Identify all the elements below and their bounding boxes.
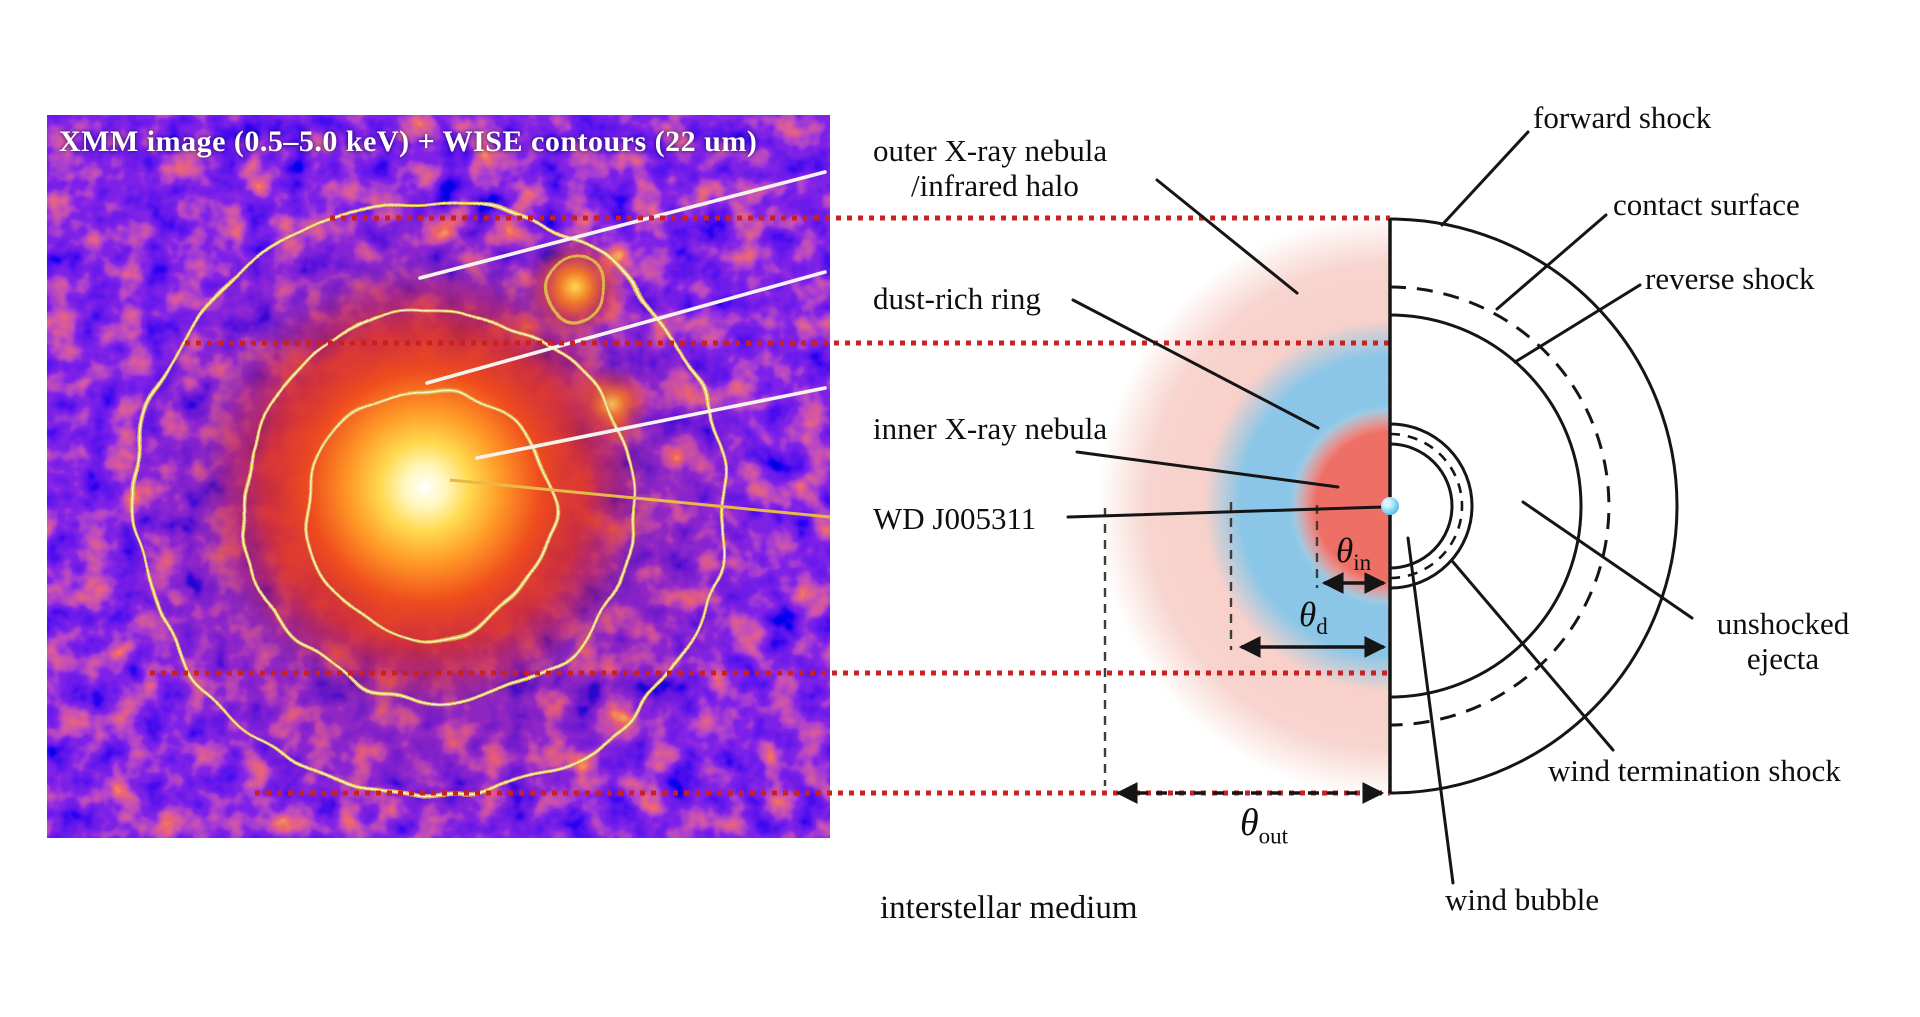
label-outer-xray-nebula: outer X-ray nebula /infrared halo [873,133,1107,203]
inner-nebula-pointer [1075,450,1340,489]
wind-termination-outer-arc [1389,422,1474,590]
theta-symbol: θ [1299,595,1317,634]
dust-ring-leader-white [425,270,827,385]
wind-termination-pointer [1451,560,1615,752]
label-wd-j005311: WD J005311 [873,501,1037,536]
theta-d-subscript: d [1316,614,1328,639]
contact-surface-arc [1389,285,1611,727]
nebula-halo-semicircle [1090,206,1390,806]
label-outer-line1: outer X-ray nebula [873,133,1108,168]
wind-bubble-pointer [1406,536,1455,885]
label-wind-termination-shock: wind termination shock [1548,753,1841,788]
shock-structure [1388,217,1679,795]
label-inner-xray-nebula: inner X-ray nebula [873,411,1108,446]
label-pointers [1066,130,1694,885]
dust-ring-pointer [1071,298,1320,430]
label-unshocked-ejecta: unshocked ejecta [1688,606,1878,676]
inner-nebula-leader-white [475,386,827,460]
label-outer-line2: /infrared halo [911,168,1079,203]
contact-surface-pointer [1495,213,1608,311]
forward-shock-pointer [1440,130,1530,227]
label-theta-in: θin [1336,533,1371,580]
wind-termination-dashed-arc [1389,432,1464,580]
xray-hotspot-upper [523,235,627,339]
label-forward-shock: forward shock [1533,100,1712,135]
label-dust-rich-ring: dust-rich ring [873,281,1041,316]
reverse-shock-pointer [1513,283,1642,364]
outer-nebula-leader-white [418,170,827,280]
theta-out-subscript: out [1258,823,1289,849]
image-title: XMM image (0.5–5.0 keV) + WISE contours … [59,125,758,158]
label-wind-bubble: wind bubble [1445,882,1600,917]
label-unshocked-line2: ejecta [1746,641,1820,676]
wind-termination-inner-arc [1389,442,1454,570]
theta-symbol: θ [1240,802,1259,844]
label-theta-out: θout [1240,804,1289,854]
theta-in-subscript: in [1353,550,1372,575]
xray-image-render [47,115,831,845]
central-xray-source-glow [190,252,660,722]
outer-nebula-pointer [1155,178,1299,295]
label-contact-surface: contact surface [1613,187,1800,222]
theta-symbol: θ [1336,531,1354,570]
white-dwarf-dot [1381,497,1399,515]
red-dotted-guides [150,215,1390,796]
wise-contours [132,200,728,796]
measurement-verticals [1103,502,1319,786]
label-unshocked-line1: unshocked [1716,606,1850,641]
label-interstellar-medium: interstellar medium [880,890,1138,926]
wd-pointer [1066,505,1385,519]
wd-leader-yellow [449,478,831,519]
forward-shock-arc [1389,217,1679,795]
annotation-leader-lines [418,170,827,460]
reverse-shock-arc [1389,313,1583,699]
label-theta-d: θd [1299,597,1328,644]
xmm-xray-image-panel: XMM image (0.5–5.0 keV) + WISE contours … [47,115,831,845]
unshocked-ejecta-pointer [1521,500,1694,620]
label-reverse-shock: reverse shock [1645,261,1815,296]
